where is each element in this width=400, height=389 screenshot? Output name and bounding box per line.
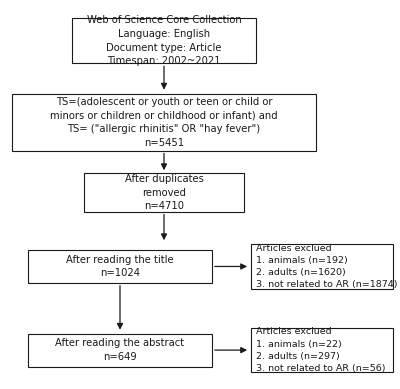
FancyBboxPatch shape — [251, 328, 393, 373]
FancyBboxPatch shape — [72, 19, 256, 63]
Text: After duplicates
removed
n=4710: After duplicates removed n=4710 — [124, 174, 204, 211]
Text: After reading the abstract
n=649: After reading the abstract n=649 — [56, 338, 184, 362]
FancyBboxPatch shape — [251, 244, 393, 289]
Text: Web of Science Core Collection
Language: English
Document type: Article
Timespan: Web of Science Core Collection Language:… — [87, 16, 241, 66]
Text: Articles exclued
1. animals (n=192)
2. adults (n=1620)
3. not related to AR (n=1: Articles exclued 1. animals (n=192) 2. a… — [256, 244, 397, 289]
Text: Articles exclued
1. animals (n=22)
2. adults (n=297)
3. not related to AR (n=56): Articles exclued 1. animals (n=22) 2. ad… — [256, 328, 385, 373]
Text: TS=(adolescent or youth or teen or child or
minors or children or childhood or i: TS=(adolescent or youth or teen or child… — [50, 97, 278, 148]
Text: After reading the title
n=1024: After reading the title n=1024 — [66, 255, 174, 278]
FancyBboxPatch shape — [28, 250, 212, 283]
FancyBboxPatch shape — [12, 95, 316, 151]
FancyBboxPatch shape — [28, 334, 212, 366]
FancyBboxPatch shape — [84, 173, 244, 212]
